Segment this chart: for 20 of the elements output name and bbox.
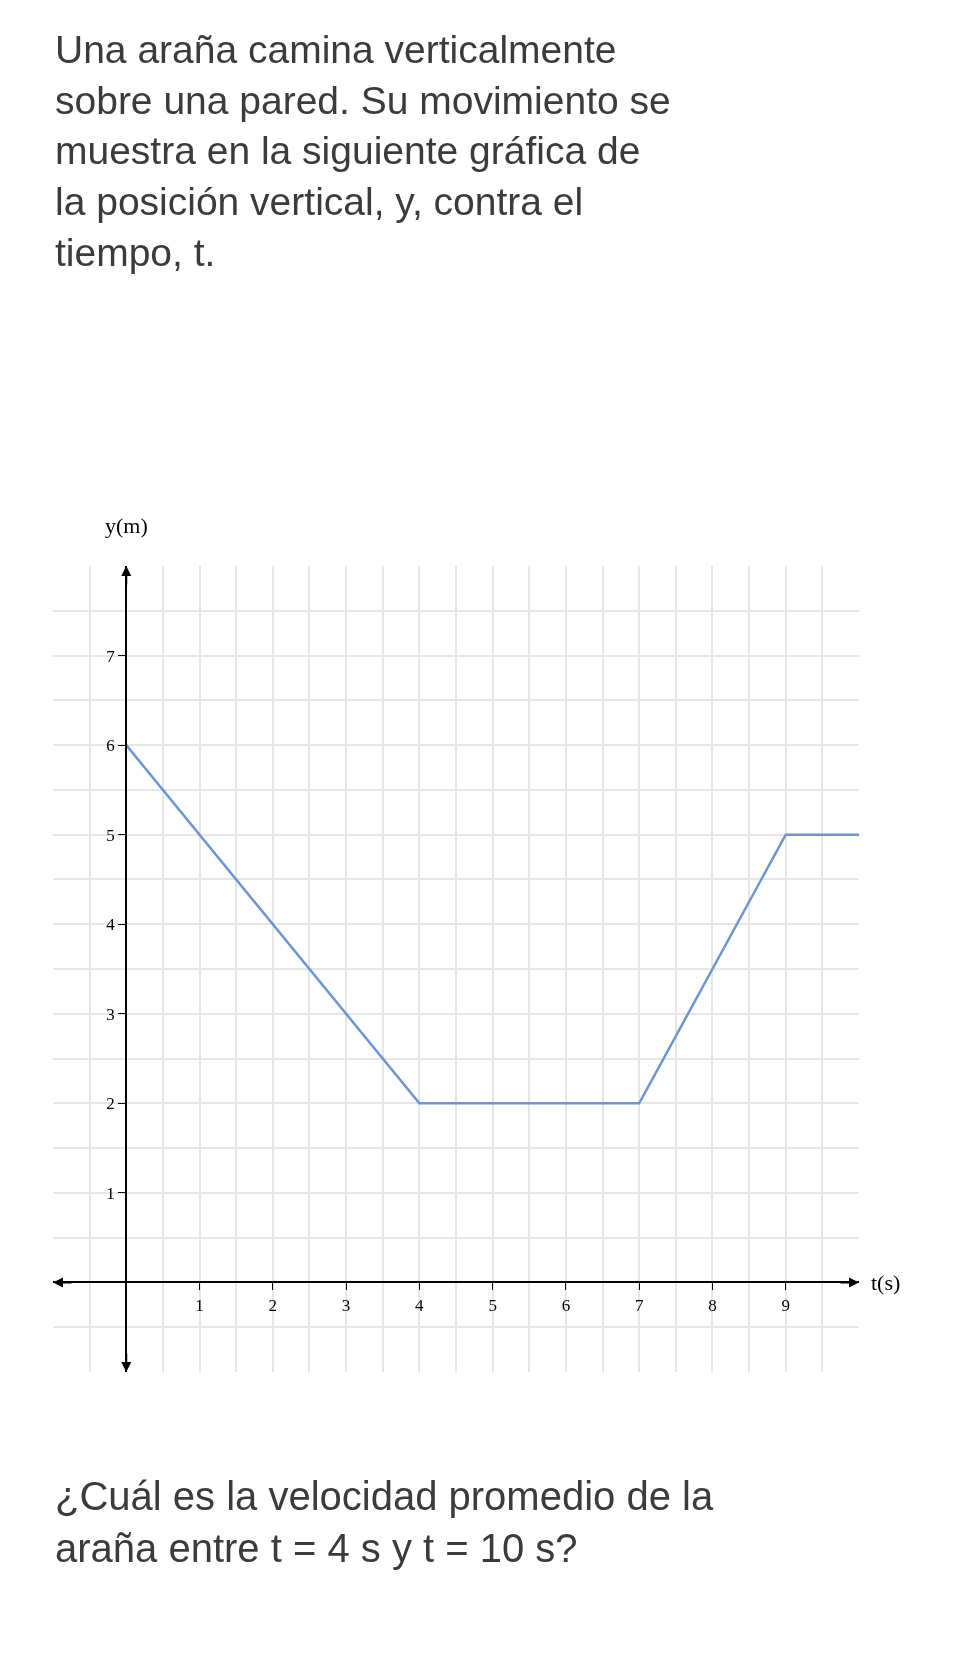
x-tick-label: 3	[341, 1295, 351, 1315]
x-tick-label: 1	[195, 1295, 204, 1315]
x-tick-label: 7	[634, 1295, 644, 1315]
x-tick-label: 5	[488, 1295, 497, 1315]
x-tick-label: 9	[781, 1295, 790, 1315]
x-axis-title: t(s)	[871, 1270, 901, 1295]
y-axis-title: y(m)	[105, 513, 148, 538]
chart-title: Una araña camina verticalmente sobre una pared. Su movimiento se muestra en la siguiente gráfica de la posición vertical, y, contra el tiempo, t.	[55, 28, 671, 274]
y-tick-label: 1	[106, 1183, 115, 1203]
y-tick-label: 2	[106, 1094, 115, 1114]
x-tick-label: 6	[561, 1295, 571, 1315]
x-tick-label: 4	[415, 1295, 425, 1315]
y-tick-label: 7	[106, 646, 116, 666]
y-tick-label: 5	[106, 825, 115, 845]
x-tick-label: 8	[708, 1295, 717, 1315]
x-tick-label: 2	[268, 1295, 278, 1315]
text: ¿Cuál es la velocidad promedio de la araña entre t = 4 s y t = 10 s?	[55, 1474, 714, 1570]
y-tick-label: 4	[106, 915, 116, 935]
y-tick-label: 6	[106, 736, 115, 756]
y-tick-label: 3	[106, 1004, 115, 1024]
